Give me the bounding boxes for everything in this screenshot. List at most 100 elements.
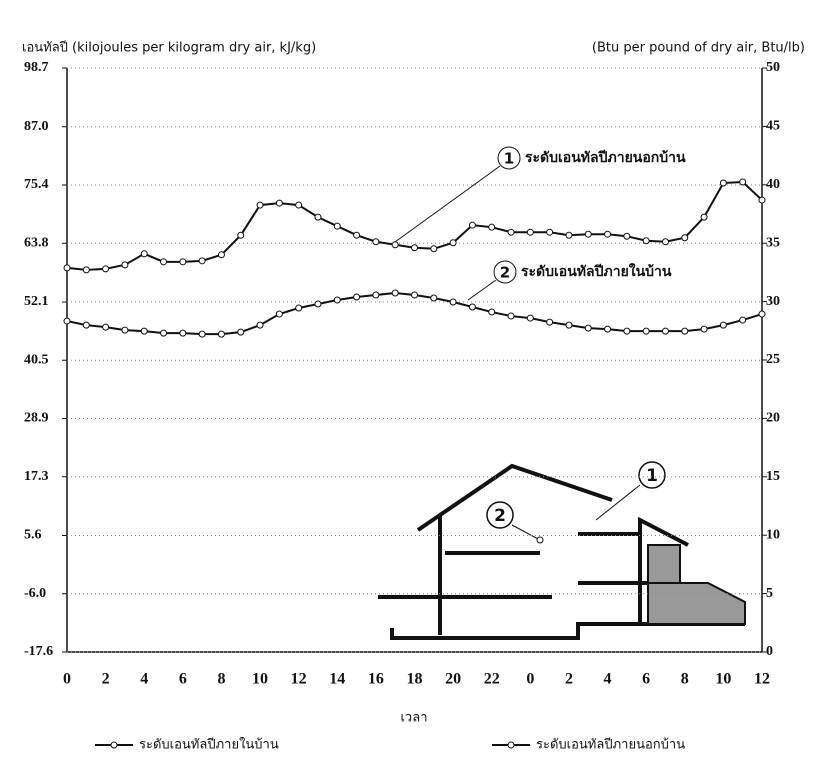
point xyxy=(527,229,533,235)
point xyxy=(141,328,147,334)
x-tick-label: 12 xyxy=(291,671,307,688)
y-tick-label: 75.4 xyxy=(24,177,49,192)
y-tick-label: -6.0 xyxy=(24,586,46,601)
point xyxy=(161,259,167,265)
point xyxy=(489,224,495,230)
y2-tick-label: 15 xyxy=(766,469,780,484)
point xyxy=(431,295,437,301)
y2-tick-label: 35 xyxy=(766,235,780,250)
point xyxy=(527,315,533,321)
point xyxy=(412,292,418,298)
point xyxy=(334,297,340,303)
point xyxy=(605,326,611,332)
point xyxy=(199,331,205,337)
point xyxy=(701,214,707,220)
point xyxy=(740,317,746,323)
legend-label: ระดับเอนทัลปีภายในบ้าน xyxy=(139,737,279,753)
y2-tick-label: 30 xyxy=(766,294,780,309)
y2-tick-label: 50 xyxy=(766,60,780,75)
point xyxy=(392,242,398,248)
x-tick-label: 4 xyxy=(604,671,612,688)
point xyxy=(218,331,224,337)
y-tick-label: 17.3 xyxy=(24,469,49,484)
x-tick-label: 10 xyxy=(715,671,731,688)
point xyxy=(585,231,591,237)
point xyxy=(469,222,475,228)
point xyxy=(64,265,70,271)
x-tick-label: 2 xyxy=(102,671,110,688)
y-tick-label: 63.8 xyxy=(24,235,49,250)
background xyxy=(0,0,827,769)
x-tick-label: 6 xyxy=(179,671,187,688)
annotation-number: 2 xyxy=(500,264,510,282)
point xyxy=(450,299,456,305)
y-tick-label: -17.6 xyxy=(24,644,53,659)
point xyxy=(643,238,649,244)
x-tick-label: 0 xyxy=(63,671,71,688)
y2-tick-label: 25 xyxy=(766,352,780,367)
x-tick-label: 14 xyxy=(329,671,345,688)
y2-tick-label: 40 xyxy=(766,177,780,192)
point xyxy=(450,240,456,246)
y-tick-label: 87.0 xyxy=(24,119,49,134)
point xyxy=(508,229,514,235)
point xyxy=(141,251,147,257)
y2-tick-label: 5 xyxy=(766,586,773,601)
point xyxy=(161,330,167,336)
point xyxy=(547,319,553,325)
y-tick-label: 5.6 xyxy=(24,528,42,543)
point xyxy=(759,311,765,317)
point xyxy=(566,232,572,238)
y2-tick-label: 20 xyxy=(766,411,780,426)
point xyxy=(354,294,360,300)
point xyxy=(257,322,263,328)
point xyxy=(103,324,109,330)
x-tick-label: 20 xyxy=(445,671,461,688)
point xyxy=(547,229,553,235)
point xyxy=(605,231,611,237)
x-tick-label: 8 xyxy=(681,671,689,688)
chart: เอนทัลปี (kilojoules per kilogram dry ai… xyxy=(0,0,827,769)
point xyxy=(508,313,514,319)
point xyxy=(257,202,263,208)
point xyxy=(392,290,398,296)
point xyxy=(103,266,109,272)
point xyxy=(643,328,649,334)
point xyxy=(566,322,572,328)
point xyxy=(218,252,224,258)
annotation-text: ระดับเอนทัลปีภายในบ้าน xyxy=(521,262,672,280)
point xyxy=(720,322,726,328)
point xyxy=(740,179,746,185)
x-tick-label: 10 xyxy=(252,671,268,688)
legend-marker xyxy=(508,742,514,748)
y2-tick-label: 45 xyxy=(766,119,780,134)
point xyxy=(122,327,128,333)
inset-label: 2 xyxy=(494,506,506,526)
y-tick-label: 52.1 xyxy=(24,294,49,309)
point xyxy=(412,245,418,251)
point xyxy=(662,328,668,334)
x-tick-label: 12 xyxy=(754,671,770,688)
point xyxy=(585,325,591,331)
x-tick-label: 4 xyxy=(140,671,148,688)
point xyxy=(624,233,630,239)
point xyxy=(720,180,726,186)
y-axis-title: เอนทัลปี (kilojoules per kilogram dry ai… xyxy=(22,40,316,56)
point xyxy=(296,305,302,311)
point xyxy=(682,235,688,241)
point xyxy=(373,239,379,245)
point xyxy=(122,262,128,268)
x-tick-label: 16 xyxy=(368,671,384,688)
point xyxy=(276,311,282,317)
y-tick-label: 28.9 xyxy=(24,411,49,426)
legend-label: ระดับเอนทัลปีภายนอกบ้าน xyxy=(536,737,685,753)
x-tick-label: 22 xyxy=(484,671,500,688)
point xyxy=(469,304,475,310)
y2-axis-title: (Btu per pound of dry air, Btu/lb) xyxy=(592,41,805,56)
point xyxy=(238,232,244,238)
inset-label: 1 xyxy=(646,466,658,486)
point xyxy=(315,214,321,220)
x-tick-label: 0 xyxy=(526,671,534,688)
point xyxy=(64,318,70,324)
point xyxy=(662,239,668,245)
